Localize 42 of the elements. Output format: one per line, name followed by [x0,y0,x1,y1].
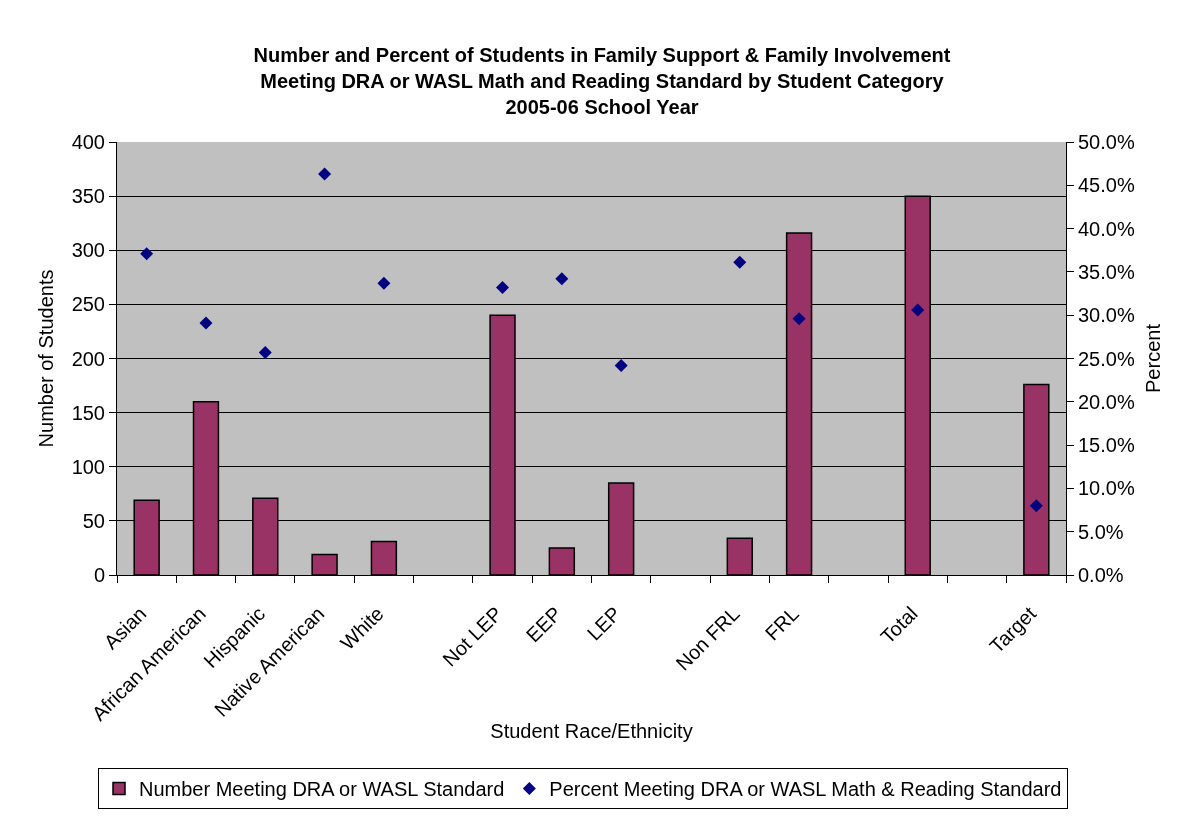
point [496,280,510,294]
y-tick-label: 250 [71,293,105,316]
y2-tick-label: 50.0% [1078,131,1135,153]
point [318,167,332,181]
y2-tick-label: 0.0% [1078,564,1124,586]
y-tick-label: 50 [82,509,105,532]
y-tick-label: 100 [71,455,105,478]
y2-tick-label: 25.0% [1078,347,1135,370]
chart-title: Number and Percent of Students in Family Support & Family Involvement Meeting DRA or WASL Math and Reading Standard by Student Category 2005-06 School Year [253,44,951,118]
x-tick-label: LEP [582,602,626,645]
point [555,272,569,286]
point [377,276,391,290]
y-axis-title: Number of Students [35,269,58,448]
y2-tick-label: 20.0% [1078,390,1135,413]
point [199,316,213,330]
y2-tick-label: 10.0% [1078,477,1135,500]
y-tick-label: 300 [71,239,105,262]
y-tick-label: 400 [71,131,105,153]
y2-tick-label: 5.0% [1078,520,1124,543]
legend-label: Number Meeting DRA or WASL Standard [139,778,505,801]
y-tick-label: 200 [71,347,105,370]
point [140,247,154,261]
y-tick-label: 350 [71,185,105,208]
point [733,255,747,269]
y2-tick-label: 15.0% [1078,434,1135,457]
y2-tick-label: 45.0% [1078,174,1135,197]
point [614,358,628,372]
y-tick-label: 150 [71,401,105,424]
point [911,303,925,317]
y2-tick-label: 40.0% [1078,217,1135,240]
x-tick-label: FRL [760,602,803,645]
x-axis-title: Student Race/Ethnicity [490,720,693,743]
y2-tick-label: 35.0% [1078,260,1135,283]
x-tick-label: Non FRL [671,602,744,675]
x-tick-label: Not LEP [438,602,507,671]
point [1029,499,1043,513]
legend-label: Percent Meeting DRA or WASL Math & Reading Standard [549,778,1062,801]
point [258,345,272,359]
y-tick-label: 0 [93,564,105,586]
y2-axis-title: Percent [1142,323,1165,393]
y2-tick-label: 30.0% [1078,304,1135,327]
point [792,312,806,326]
